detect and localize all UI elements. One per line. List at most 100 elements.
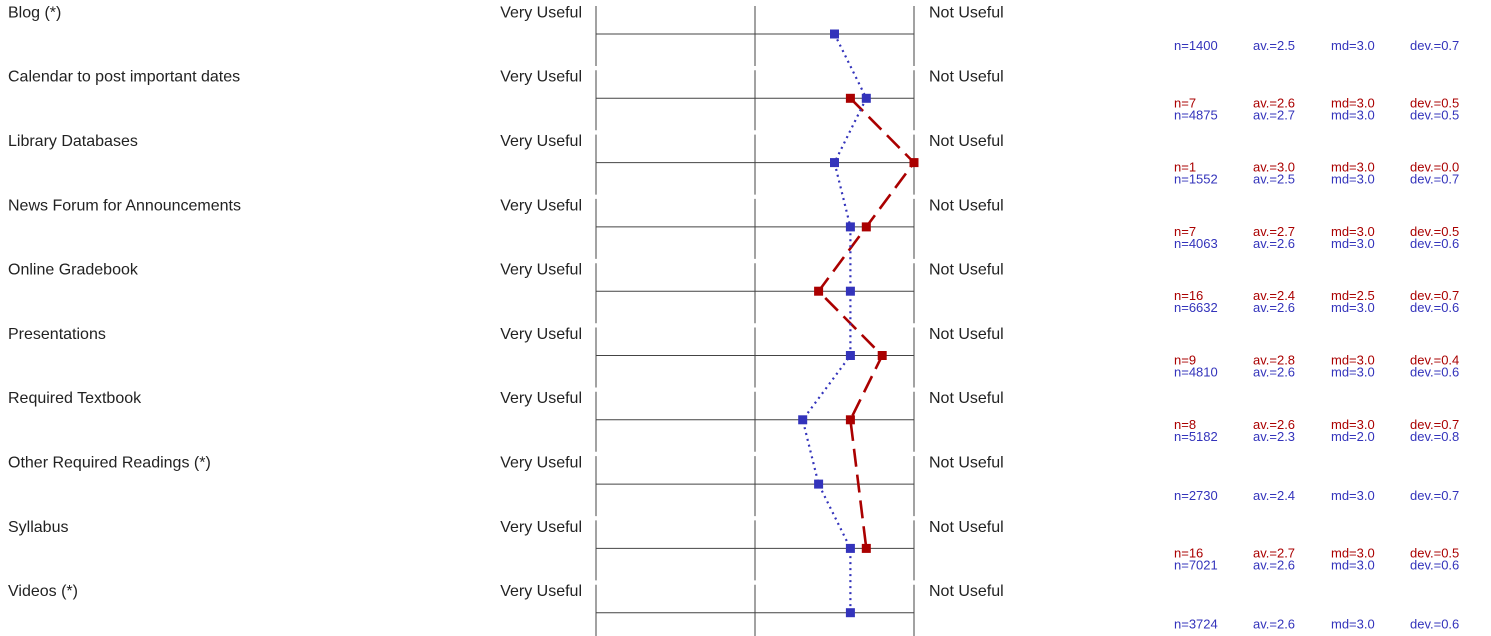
item-label: Required Textbook — [8, 390, 142, 407]
stat-n-a: n=7 — [1174, 224, 1196, 239]
stat-deviation-a: dev.=0.7 — [1410, 417, 1459, 432]
stat-median-b: md=3.0 — [1331, 38, 1375, 53]
stat-deviation-b: dev.=0.6 — [1410, 300, 1459, 315]
item-label: Blog (*) — [8, 4, 61, 21]
left-pole-label: Very Useful — [500, 69, 582, 86]
stat-deviation-b: dev.=0.6 — [1410, 617, 1459, 632]
stat-deviation-a: dev.=0.0 — [1410, 160, 1459, 175]
scale-grid — [595, 6, 915, 636]
stat-n-b: n=5182 — [1174, 429, 1218, 444]
item-label: Library Databases — [8, 133, 138, 150]
stat-deviation-b: dev.=0.6 — [1410, 236, 1459, 251]
right-pole-label: Not Useful — [929, 390, 1004, 407]
right-pole-label: Not Useful — [929, 69, 1004, 86]
left-pole-label: Very Useful — [500, 390, 582, 407]
stat-n-a: n=16 — [1174, 288, 1203, 303]
stat-average-b: av.=2.6 — [1253, 365, 1295, 380]
left-pole-label: Very Useful — [500, 197, 582, 214]
stat-n-b: n=4875 — [1174, 107, 1218, 122]
stat-average-b: av.=2.5 — [1253, 172, 1295, 187]
stat-n-a: n=16 — [1174, 545, 1203, 560]
stat-average-a: av.=2.4 — [1253, 288, 1295, 303]
stat-median-a: md=3.0 — [1331, 160, 1375, 175]
stat-median-b: md=3.0 — [1331, 236, 1375, 251]
series-b-marker — [845, 351, 855, 360]
stat-median-b: md=3.0 — [1331, 365, 1375, 380]
stat-n-b: n=1400 — [1174, 38, 1218, 53]
stat-n-b: n=2730 — [1174, 488, 1218, 503]
stat-deviation-b: dev.=0.6 — [1410, 365, 1459, 380]
series-a-marker — [909, 158, 919, 168]
series-a-marker — [861, 543, 871, 553]
stat-median-a: md=3.0 — [1331, 417, 1375, 432]
stat-deviation-a: dev.=0.7 — [1410, 288, 1459, 303]
left-pole-label: Very Useful — [500, 262, 582, 279]
series-b-marker — [845, 286, 855, 296]
stat-median-b: md=3.0 — [1331, 488, 1375, 503]
stat-average-a: av.=2.6 — [1253, 95, 1295, 110]
stat-n-a: n=1 — [1174, 160, 1196, 175]
stat-n-a: n=8 — [1174, 417, 1196, 432]
series-b-marker — [830, 158, 839, 168]
item-label: Presentations — [8, 326, 106, 343]
right-pole-label: Not Useful — [929, 197, 1004, 214]
stat-deviation-b: dev.=0.8 — [1410, 429, 1459, 444]
stat-deviation-a: dev.=0.5 — [1410, 224, 1459, 239]
stat-deviation-a: dev.=0.5 — [1410, 545, 1459, 560]
right-pole-label: Not Useful — [929, 519, 1004, 536]
stat-median-b: md=2.0 — [1331, 429, 1375, 444]
series-a-marker — [814, 286, 824, 296]
right-pole-label: Not Useful — [929, 133, 1004, 150]
series-b-marker — [845, 222, 855, 232]
left-pole-label: Very Useful — [500, 583, 582, 600]
series-a-marker — [845, 415, 855, 425]
stat-median-a: md=2.5 — [1331, 288, 1375, 303]
series-b-marker — [814, 479, 824, 489]
stat-average-b: av.=2.7 — [1253, 107, 1295, 122]
stat-median-a: md=3.0 — [1331, 353, 1375, 368]
stat-average-b: av.=2.6 — [1253, 617, 1295, 632]
stat-deviation-b: dev.=0.5 — [1410, 107, 1459, 122]
stat-median-b: md=3.0 — [1331, 107, 1375, 122]
series-b-marker — [830, 29, 839, 39]
stat-n-b: n=1552 — [1174, 172, 1218, 187]
series-b-marker — [845, 608, 855, 618]
left-pole-label: Very Useful — [500, 455, 582, 472]
stat-n-b: n=4810 — [1174, 365, 1218, 380]
stat-deviation-b: dev.=0.7 — [1410, 38, 1459, 53]
right-pole-label: Not Useful — [929, 4, 1004, 21]
stat-median-b: md=3.0 — [1331, 172, 1375, 187]
stat-n-b: n=7021 — [1174, 557, 1218, 572]
stat-average-b: av.=2.5 — [1253, 38, 1295, 53]
left-pole-label: Very Useful — [500, 133, 582, 150]
stat-average-b: av.=2.6 — [1253, 300, 1295, 315]
stat-n-a: n=7 — [1174, 95, 1196, 110]
text-layer: Blog (*) Very Useful Not Useful n=1400 av.=2… — [8, 4, 1459, 631]
series-a-marker — [861, 222, 871, 232]
stat-median-a: md=3.0 — [1331, 224, 1375, 239]
stat-median-a: md=3.0 — [1331, 95, 1375, 110]
stat-average-a: av.=2.8 — [1253, 353, 1295, 368]
stat-n-b: n=6632 — [1174, 300, 1218, 315]
stat-average-b: av.=2.6 — [1253, 236, 1295, 251]
series-b-marker — [798, 415, 808, 425]
series-b-line — [801, 33, 868, 613]
stat-average-b: av.=2.3 — [1253, 429, 1295, 444]
stat-average-b: av.=2.4 — [1253, 488, 1295, 503]
stat-n-b: n=3724 — [1174, 617, 1218, 632]
stat-deviation-a: dev.=0.4 — [1410, 353, 1459, 368]
left-pole-label: Very Useful — [500, 326, 582, 343]
stat-median-b: md=3.0 — [1331, 557, 1375, 572]
right-pole-label: Not Useful — [929, 326, 1004, 343]
stat-deviation-a: dev.=0.5 — [1410, 95, 1459, 110]
series-layer — [798, 29, 919, 618]
stat-average-a: av.=3.0 — [1253, 160, 1295, 175]
stat-average-a: av.=2.7 — [1253, 545, 1295, 560]
series-a-marker — [877, 351, 887, 360]
series-b-marker — [845, 543, 855, 553]
stat-deviation-b: dev.=0.7 — [1410, 488, 1459, 503]
stat-median-b: md=3.0 — [1331, 300, 1375, 315]
left-pole-label: Very Useful — [500, 519, 582, 536]
stat-average-a: av.=2.6 — [1253, 417, 1295, 432]
series-a-marker — [845, 93, 855, 103]
